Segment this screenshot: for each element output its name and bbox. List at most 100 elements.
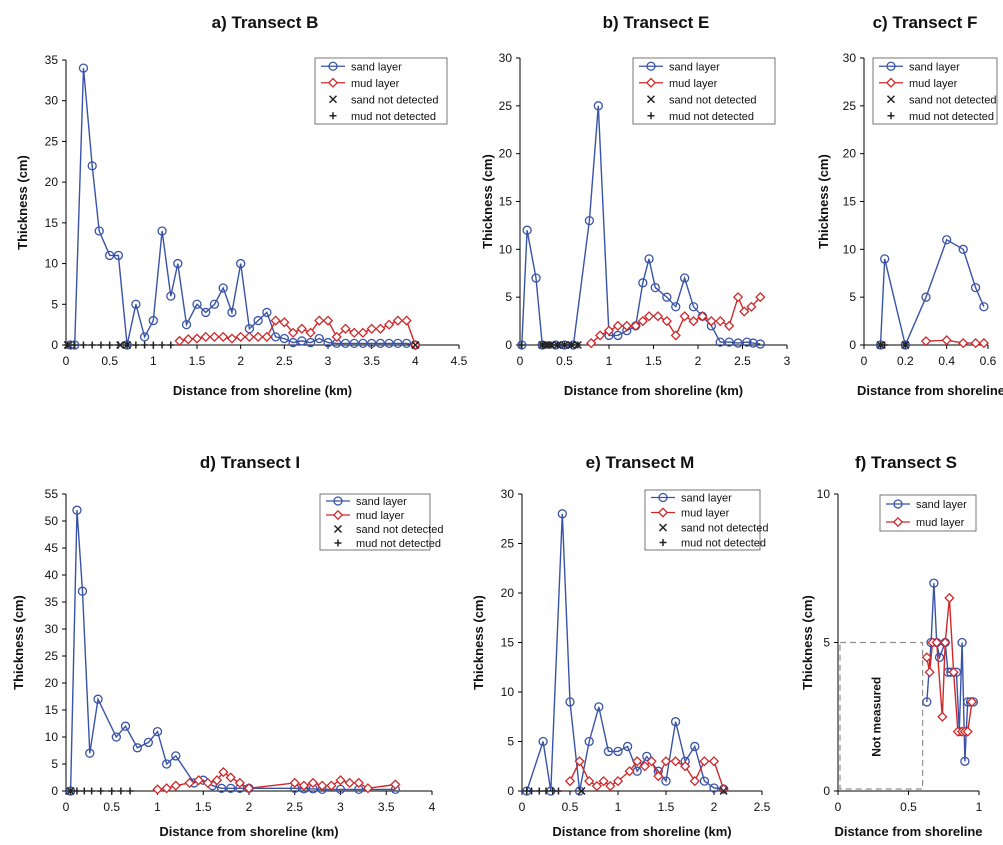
data-point	[401, 315, 412, 326]
legend-box	[644, 489, 761, 551]
series-line	[879, 238, 985, 348]
legend-label: mud layer	[356, 510, 405, 522]
data-point	[200, 331, 211, 342]
data-point	[132, 743, 143, 753]
data-point	[593, 101, 603, 111]
y-tick-label: 5	[505, 290, 512, 304]
data-point	[670, 330, 681, 341]
data-point	[697, 311, 708, 322]
data-point	[632, 756, 643, 767]
data-point	[296, 323, 307, 334]
data-point	[114, 341, 122, 349]
y-tick-label: 5	[823, 636, 830, 650]
legend-label: mud not detected	[356, 538, 441, 550]
data-point	[94, 226, 104, 236]
data-point	[358, 338, 368, 349]
data-point	[958, 244, 968, 254]
data-point	[87, 161, 97, 171]
data-point	[149, 341, 157, 349]
y-tick-label: 10	[45, 257, 59, 271]
data-point	[64, 341, 72, 349]
x-tick-label: 3	[784, 354, 791, 368]
legend-label: sand not detected	[669, 94, 756, 106]
data-point	[715, 337, 725, 347]
data-point	[979, 302, 989, 312]
data-point	[671, 302, 681, 312]
data-point	[724, 337, 734, 347]
data-point	[661, 315, 672, 327]
data-point	[226, 333, 238, 344]
legend-marker	[645, 77, 657, 88]
data-point	[79, 341, 87, 349]
data-point	[340, 338, 351, 349]
data-point	[67, 787, 75, 795]
panel-title: b) Transect E	[603, 13, 710, 32]
panel-m: e) Transect M 0 5 10 15 20 25 30 0 0.5 1 1.5 2 2.5 Dis…	[471, 453, 771, 839]
x-tick-label: 4	[412, 354, 419, 368]
data-point	[357, 327, 369, 338]
data-point	[931, 637, 942, 648]
data-point	[411, 340, 420, 350]
data-point	[88, 341, 96, 349]
data-point	[920, 336, 932, 347]
data-point	[966, 696, 978, 708]
data-point	[80, 787, 88, 795]
series-line	[926, 597, 973, 733]
legend-box	[632, 57, 776, 125]
y-tick-label: 30	[501, 487, 515, 501]
y-tick-label: 0	[849, 338, 856, 352]
data-point	[401, 338, 412, 349]
data-point	[970, 282, 981, 293]
legend-label: mud not detected	[351, 111, 436, 123]
data-point	[227, 307, 237, 318]
series-mud-not-detected	[523, 787, 562, 795]
data-point	[93, 694, 103, 704]
x-axis-label: Distance from shoreline (km)	[173, 383, 352, 398]
data-point	[322, 315, 334, 326]
data-point	[921, 292, 931, 302]
data-point	[390, 779, 401, 790]
data-point	[944, 592, 955, 604]
legend-marker	[646, 95, 656, 104]
data-point	[942, 235, 952, 245]
y-tick-label: 40	[45, 568, 59, 582]
panel-title: f) Transect S	[855, 453, 957, 472]
legend-marker	[892, 516, 904, 528]
x-tick-label: 0.5	[562, 800, 579, 814]
legend-marker	[329, 112, 337, 120]
data-point	[184, 777, 195, 789]
data-point	[624, 766, 635, 777]
legend-marker	[646, 61, 656, 71]
data-point	[314, 315, 325, 326]
data-point	[106, 341, 114, 349]
x-tick-label: 1	[615, 800, 622, 814]
y-axis-label: Thickness (cm)	[15, 155, 30, 250]
legend-marker	[328, 95, 338, 104]
data-point	[958, 337, 969, 349]
series-sand-not-detected	[577, 786, 728, 796]
legend-marker	[334, 539, 342, 547]
data-point	[622, 741, 633, 752]
series-mud-layer	[921, 592, 978, 737]
panel-i: d) Transect I 0 5 10 15 20 25 30 35 40 45 50 55 0 0.5 1…	[11, 453, 443, 839]
data-point	[289, 777, 300, 789]
data-point	[161, 783, 172, 794]
panel-e: b) Transect E 0 5 10 15 20 25 30 0 0.5 1 1.5 2 2.5 3 Di…	[480, 13, 791, 398]
data-point	[335, 775, 346, 786]
data-point	[719, 786, 728, 796]
data-point	[547, 341, 555, 349]
y-tick-label: 15	[843, 195, 857, 209]
data-point	[181, 319, 192, 330]
legend-marker	[658, 523, 668, 532]
legend-marker	[332, 509, 344, 521]
legend-label: sand layer	[909, 61, 960, 73]
y-tick-label: 0	[507, 784, 514, 798]
y-tick-label: 15	[499, 195, 513, 209]
data-point	[739, 306, 750, 317]
data-point	[375, 323, 386, 334]
y-tick-label: 10	[501, 685, 515, 699]
data-point	[367, 338, 377, 349]
data-point	[689, 775, 700, 787]
data-point	[183, 334, 194, 345]
